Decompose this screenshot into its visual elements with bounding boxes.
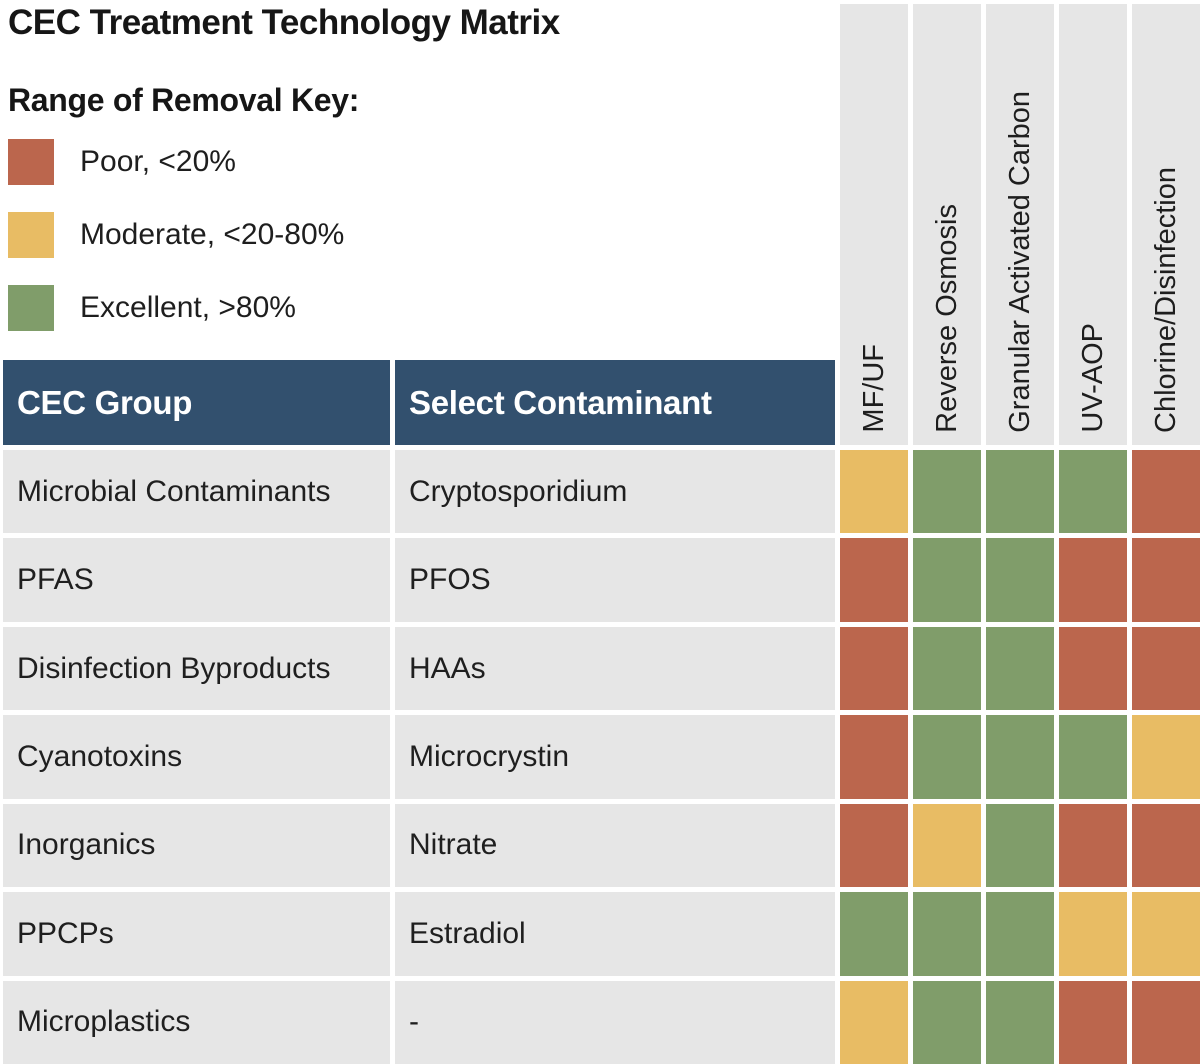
contaminant-cell: HAAs bbox=[395, 626, 835, 711]
rating-cell bbox=[1132, 803, 1200, 888]
rating-cell bbox=[1059, 715, 1127, 799]
rating-cell bbox=[986, 626, 1054, 711]
legend-swatch-moderate bbox=[8, 211, 54, 258]
rating-cell bbox=[913, 715, 981, 799]
tech-column-uv-aop: UV-AOP bbox=[1059, 4, 1127, 445]
contaminant-cell: Estradiol bbox=[395, 892, 835, 976]
legend-item-poor: Poor, <20% bbox=[8, 138, 835, 185]
cec-group-cell: PPCPs bbox=[3, 892, 390, 976]
cec-group-cell: Inorganics bbox=[3, 803, 390, 888]
rating-cell bbox=[1059, 803, 1127, 888]
rating-cell bbox=[840, 626, 908, 711]
rating-cell bbox=[913, 450, 981, 534]
rating-cell bbox=[1132, 626, 1200, 711]
legend-item-moderate: Moderate, <20-80% bbox=[8, 211, 835, 258]
cec-group-cell: Cyanotoxins bbox=[3, 715, 390, 799]
rating-cell bbox=[913, 892, 981, 976]
tech-column-granular-activated-carbon: Granular Activated Carbon bbox=[986, 4, 1054, 445]
contaminant-cell: Nitrate bbox=[395, 803, 835, 888]
rating-cell bbox=[1059, 626, 1127, 711]
column-header-cec-group: CEC Group bbox=[3, 360, 390, 445]
rating-cell bbox=[1059, 538, 1127, 622]
rating-cell bbox=[986, 538, 1054, 622]
rating-cell bbox=[1059, 980, 1127, 1064]
legend-label: Moderate, <20-80% bbox=[80, 217, 345, 251]
tech-column-label: Reverse Osmosis bbox=[930, 204, 963, 433]
legend-swatch-poor bbox=[8, 138, 54, 185]
legend-item-excellent: Excellent, >80% bbox=[8, 284, 835, 331]
cec-group-cell: Microbial Contaminants bbox=[3, 450, 390, 534]
rating-cell bbox=[913, 803, 981, 888]
contaminant-cell: PFOS bbox=[395, 538, 835, 622]
rating-cell bbox=[986, 715, 1054, 799]
legend-items: Poor, <20% Moderate, <20-80% Excellent, >8… bbox=[8, 138, 835, 331]
legend-heading: Range of Removal Key: bbox=[8, 81, 360, 118]
rating-cell bbox=[840, 980, 908, 1064]
legend-swatch-excellent bbox=[8, 284, 54, 331]
legend-label: Excellent, >80% bbox=[80, 290, 296, 324]
tech-column-label: Chlorine/Disinfection bbox=[1149, 167, 1182, 433]
cec-group-cell: Disinfection Byproducts bbox=[3, 626, 390, 711]
contaminant-cell: - bbox=[395, 980, 835, 1064]
rating-cell bbox=[986, 803, 1054, 888]
rating-cell bbox=[1132, 980, 1200, 1064]
tech-column-mf-uf: MF/UF bbox=[840, 4, 908, 445]
rating-cell bbox=[986, 980, 1054, 1064]
rating-cell bbox=[1059, 892, 1127, 976]
rating-cell bbox=[913, 626, 981, 711]
cec-group-cell: PFAS bbox=[3, 538, 390, 622]
rating-cell bbox=[986, 450, 1054, 534]
contaminant-cell: Cryptosporidium bbox=[395, 450, 835, 534]
cec-group-cell: Microplastics bbox=[3, 980, 390, 1064]
legend-label: Poor, <20% bbox=[80, 144, 236, 178]
column-header-select-contaminant: Select Contaminant bbox=[395, 360, 835, 445]
rating-cell bbox=[840, 538, 908, 622]
rating-cell bbox=[913, 980, 981, 1064]
rating-cell bbox=[1132, 715, 1200, 799]
rating-cell bbox=[840, 450, 908, 534]
tech-column-label: UV-AOP bbox=[1076, 323, 1109, 433]
rating-cell bbox=[1132, 450, 1200, 534]
legend-area: CEC Treatment Technology Matrix Range of… bbox=[3, 0, 835, 355]
rating-cell bbox=[986, 892, 1054, 976]
rating-cell bbox=[840, 892, 908, 976]
tech-column-label: MF/UF bbox=[857, 344, 890, 433]
page-title: CEC Treatment Technology Matrix bbox=[8, 3, 560, 42]
rating-cell bbox=[1059, 450, 1127, 534]
tech-column-reverse-osmosis: Reverse Osmosis bbox=[913, 4, 981, 445]
rating-cell bbox=[840, 715, 908, 799]
rating-cell bbox=[1132, 892, 1200, 976]
contaminant-cell: Microcrystin bbox=[395, 715, 835, 799]
rating-cell bbox=[913, 538, 981, 622]
rating-cell bbox=[840, 803, 908, 888]
rating-cell bbox=[1132, 538, 1200, 622]
tech-column-chlorine-disinfection: Chlorine/Disinfection bbox=[1132, 4, 1200, 445]
tech-column-label: Granular Activated Carbon bbox=[1003, 91, 1036, 433]
